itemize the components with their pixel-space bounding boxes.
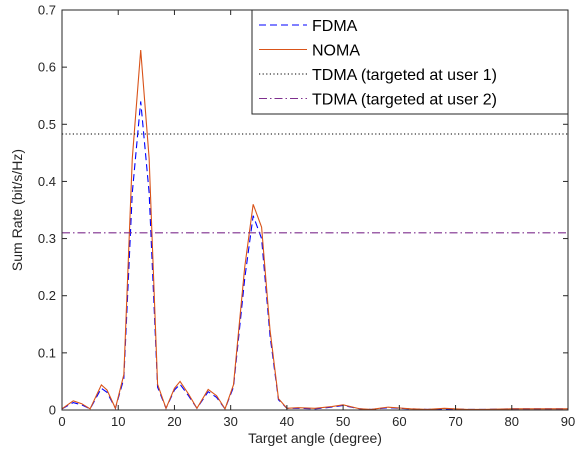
series-layer	[62, 49, 568, 410]
x-tick-label: 10	[111, 414, 125, 429]
y-tick-label: 0.5	[38, 117, 56, 132]
legend-entry-label: TDMA (targeted at user 1)	[312, 67, 497, 84]
x-tick-label: 30	[223, 414, 237, 429]
x-tick-label: 0	[58, 414, 65, 429]
legend-box	[251, 9, 569, 115]
x-tick-label: 70	[448, 414, 462, 429]
x-tick-label: 20	[167, 414, 181, 429]
y-axis-label: Sum Rate (bit/s/Hz)	[9, 149, 25, 271]
x-tick-label: 40	[280, 414, 294, 429]
y-tick-label: 0.3	[38, 231, 56, 246]
legend-entry-label: TDMA (targeted at user 2)	[312, 92, 497, 109]
legend-entry-label: FDMA	[312, 18, 358, 35]
x-tick-label: 80	[505, 414, 519, 429]
y-tick-label: 0.1	[38, 345, 56, 360]
y-tick-label: 0.2	[38, 288, 56, 303]
legend-entry-label: NOMA	[312, 43, 360, 60]
x-axis-label: Target angle (degree)	[248, 430, 382, 446]
x-tick-label: 90	[561, 414, 575, 429]
y-tick-label: 0.7	[38, 3, 56, 18]
y-tick-label: 0.4	[38, 174, 56, 189]
x-tick-label: 60	[392, 414, 406, 429]
x-tick-label: 50	[336, 414, 350, 429]
y-tick-label: 0	[49, 403, 56, 418]
series-line-noma	[62, 49, 568, 410]
legend: FDMA NOMA TDMA (targeted at user 1) TDMA (t…	[251, 9, 569, 115]
y-tick-label: 0.6	[38, 60, 56, 75]
series-line-fdma	[62, 101, 568, 410]
